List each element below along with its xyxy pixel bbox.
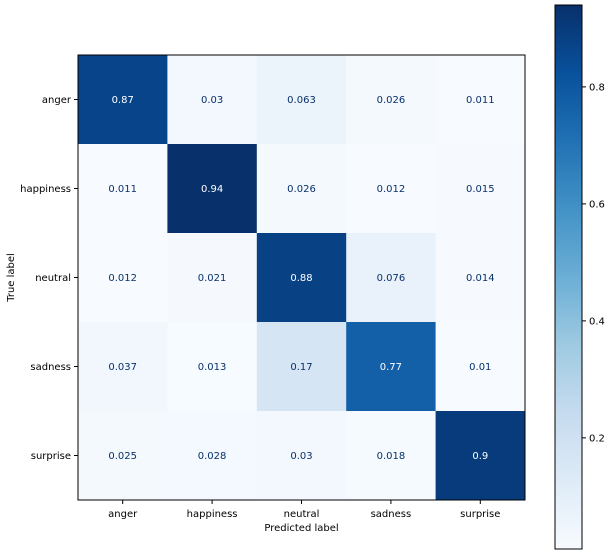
heatmap-cell [435,144,526,234]
heatmap-cell [78,322,168,412]
heatmap-cell [167,233,258,323]
x-tick-label: anger [108,509,138,520]
heatmap-cell [167,322,258,412]
cell-value-label: 0.01 [469,362,491,373]
heatmap-cell [346,322,437,412]
cell-value-label: 0.013 [198,362,227,373]
heatmap-cell [256,144,347,234]
heatmap-cell [78,411,168,501]
cell-value-labels: 0.87 0.03 0.063 0.026 0.011 0.011 0.94 0.026 0.0… [108,95,494,462]
cell-value-label: 0.87 [112,95,134,106]
heatmap-cell [256,233,347,323]
x-axis-label: Predicted label [264,523,338,534]
heatmap-cell [78,144,168,234]
cell-value-label: 0.063 [287,95,316,106]
heatmap-cell [435,55,526,145]
heatmap-cell [346,144,437,234]
heatmap-cell [78,233,168,323]
cell-value-label: 0.026 [377,95,406,106]
cell-value-label: 0.021 [198,273,227,284]
y-tick-label: neutral [35,273,71,284]
heatmap-cell [346,55,437,145]
y-tick-label: sadness [30,362,71,373]
cell-value-label: 0.012 [108,273,137,284]
y-axis-label: True label [6,253,17,303]
x-tick-label: neutral [284,509,320,520]
y-tick-label: happiness [20,184,71,195]
cell-value-label: 0.025 [108,451,137,462]
heatmap-cell [167,55,258,145]
cell-value-label: 0.011 [466,95,495,106]
heatmap-cell [167,411,258,501]
cell-value-label: 0.015 [466,184,495,195]
cell-value-label: 0.011 [108,184,137,195]
cell-value-label: 0.037 [108,362,137,373]
heatmap-cell [256,411,347,501]
x-tick-label: sadness [371,509,412,520]
x-tick-label: surprise [460,509,500,520]
colorbar [554,4,583,550]
cell-value-label: 0.014 [466,273,495,284]
cell-value-label: 0.03 [290,451,312,462]
cell-value-label: 0.88 [290,273,312,284]
heatmap-cell [435,411,526,501]
heatmap-cells [78,55,526,501]
y-tick-label: anger [42,95,72,106]
colorbar-ticks: 0.2 0.4 0.6 0.8 [582,82,605,444]
cell-value-label: 0.012 [377,184,406,195]
cell-value-label: 0.94 [201,184,223,195]
cell-value-label: 0.018 [377,451,406,462]
heatmap-cell [167,144,258,234]
y-tick-label: surprise [31,451,71,462]
y-axis-ticks: anger happiness neutral sadness surprise [20,95,78,462]
cell-value-label: 0.028 [198,451,227,462]
cell-value-label: 0.77 [380,362,402,373]
colorbar-tick-label: 0.2 [589,433,605,444]
heatmap-cell [346,411,437,501]
heatmap-cell [435,322,526,412]
x-tick-label: happiness [187,509,238,520]
colorbar-tick-label: 0.4 [589,316,605,327]
heatmap-cell [256,322,347,412]
heatmap-cell [78,55,168,145]
cell-value-label: 0.026 [287,184,316,195]
cell-value-label: 0.9 [472,451,488,462]
heatmap-cell [435,233,526,323]
cell-value-label: 0.03 [201,95,223,106]
heatmap-cell [256,55,347,145]
cell-value-label: 0.076 [377,273,406,284]
x-axis-ticks: anger happiness neutral sadness surprise [108,500,500,520]
heatmap-cell [346,233,437,323]
cell-value-label: 0.17 [290,362,312,373]
colorbar-tick-label: 0.6 [589,199,605,210]
colorbar-tick-label: 0.8 [589,82,605,93]
